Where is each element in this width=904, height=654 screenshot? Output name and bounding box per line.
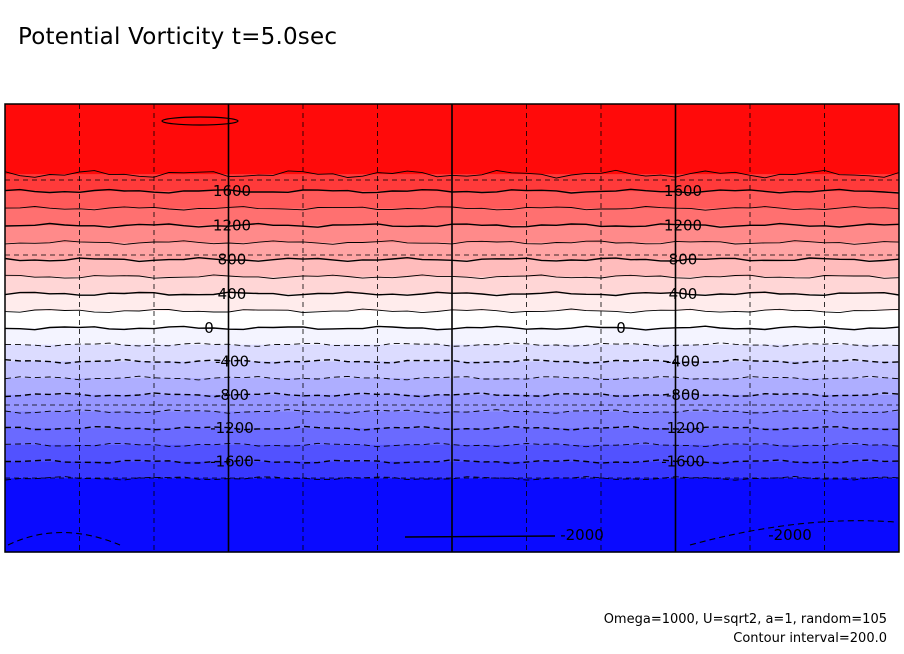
contour-0 <box>4 325 900 331</box>
contour-200 <box>4 308 900 314</box>
contour-label: 400 <box>669 285 698 303</box>
contour-label: 800 <box>669 251 698 269</box>
contour-1800 <box>4 169 900 179</box>
contour-label: -1600 <box>210 453 254 471</box>
contour-label: -400 <box>666 352 700 370</box>
contour-label: 1600 <box>213 182 251 200</box>
contour-label: -1200 <box>661 419 705 437</box>
contour-label: 400 <box>218 285 247 303</box>
contour-1200 <box>4 222 900 228</box>
contour-label: -800 <box>215 386 249 404</box>
parameter-footnote: Omega=1000, U=sqrt2, a=1, random=105 <box>603 612 887 627</box>
contour-label: -1200 <box>210 419 254 437</box>
contour-label: 1200 <box>213 216 251 234</box>
contour-600 <box>4 274 900 280</box>
contour-label: -800 <box>666 386 700 404</box>
grid-lines <box>5 104 899 552</box>
contour-lines <box>4 116 900 546</box>
contour-2000-segment <box>404 535 556 538</box>
contour-cell-south-west <box>7 532 121 546</box>
contour-1400 <box>4 206 900 211</box>
contour-label: 800 <box>218 251 247 269</box>
contour-400 <box>4 291 900 297</box>
contour-label: -1600 <box>661 453 705 471</box>
contour-1600 <box>4 188 900 194</box>
contour-label: 0 <box>616 319 626 337</box>
contour-1000 <box>4 240 900 245</box>
contour-label: -400 <box>215 352 249 370</box>
chart-title: Potential Vorticity t=5.0sec <box>18 24 338 50</box>
contour-label: -2000 <box>768 526 812 544</box>
contour-label: -2000 <box>560 526 604 544</box>
contour-label: 1200 <box>664 216 702 234</box>
contour-800 <box>4 256 900 263</box>
plot-frame <box>4 103 900 553</box>
contour-label: 1600 <box>664 182 702 200</box>
contour-label: 0 <box>204 319 214 337</box>
contour-cell-north <box>161 116 239 126</box>
contour-interval-footnote: Contour interval=200.0 <box>733 631 887 646</box>
contour-cell-south-east <box>689 520 896 546</box>
